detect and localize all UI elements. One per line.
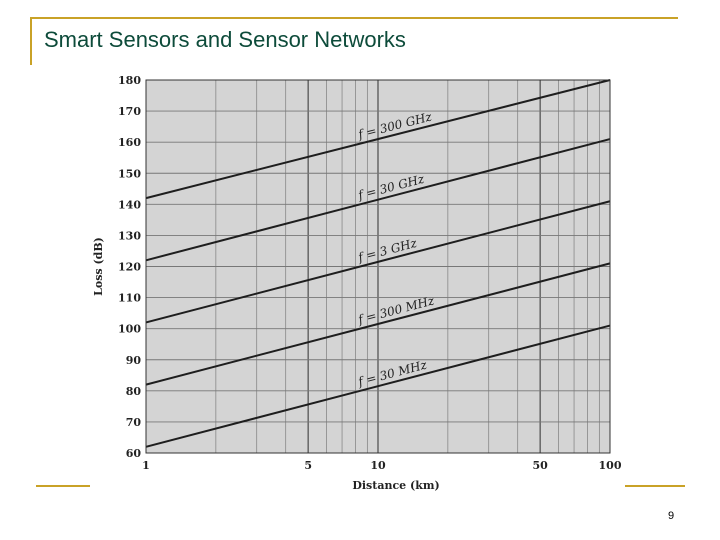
- y-tick-label: 140: [118, 198, 141, 211]
- top-accent-rule: [30, 17, 678, 19]
- y-tick-label: 150: [118, 167, 141, 180]
- bottom-accent-rule-left: [36, 485, 90, 487]
- y-tick-label: 60: [126, 447, 142, 460]
- y-tick-label: 170: [118, 105, 141, 118]
- slide-title: Smart Sensors and Sensor Networks: [44, 27, 406, 52]
- y-tick-label: 130: [118, 229, 141, 242]
- y-tick-label: 110: [118, 292, 141, 305]
- y-tick-label: 120: [118, 261, 141, 274]
- bottom-accent-rule-right: [625, 485, 685, 487]
- series-line: [145, 138, 611, 262]
- series-line: [145, 324, 611, 448]
- page-number: 9: [668, 510, 675, 522]
- series-line: [145, 200, 611, 324]
- x-tick-label: 5: [304, 459, 312, 472]
- series-line: [145, 79, 611, 200]
- y-tick-label: 160: [118, 136, 141, 149]
- y-tick-label: 70: [126, 416, 142, 429]
- x-tick-label: 10: [370, 459, 386, 472]
- y-tick-label: 80: [126, 385, 142, 398]
- x-tick-label: 1: [142, 459, 150, 472]
- x-axis-label: Distance (km): [352, 479, 439, 492]
- y-tick-label: 90: [126, 354, 142, 367]
- x-tick-label: 50: [533, 459, 549, 472]
- series-line: [145, 262, 611, 386]
- y-tick-label: 180: [118, 74, 141, 87]
- x-tick-label: 100: [599, 459, 622, 472]
- y-axis-label: Loss (dB): [92, 237, 105, 296]
- y-tick-label: 100: [118, 323, 141, 336]
- grid-lines: [146, 80, 610, 453]
- plot-border: [145, 79, 611, 454]
- left-accent-rule: [30, 17, 32, 65]
